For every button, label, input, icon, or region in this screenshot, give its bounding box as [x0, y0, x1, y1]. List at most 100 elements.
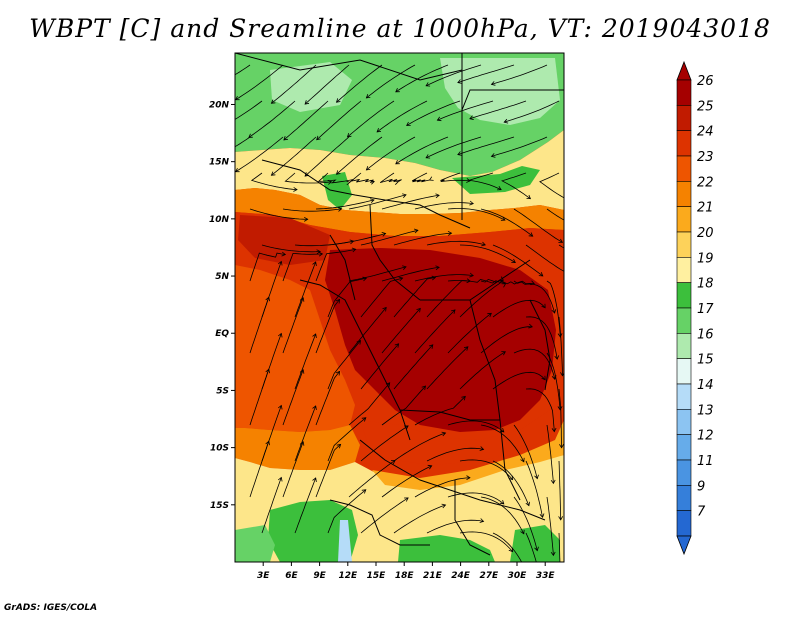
streamline	[480, 496, 525, 534]
streamline	[395, 136, 449, 165]
streamline	[414, 202, 474, 210]
colorbar-swatch	[676, 434, 692, 461]
streamline	[282, 252, 323, 282]
streamline-arrow	[312, 477, 317, 482]
streamline	[558, 316, 563, 376]
streamline-arrow	[540, 586, 544, 590]
streamline	[459, 244, 516, 263]
streamline-arrow	[265, 296, 270, 302]
streamline	[315, 371, 340, 426]
streamline-arrow	[503, 118, 509, 124]
streamline-arrow	[277, 404, 283, 410]
streamline-arrow	[235, 168, 240, 173]
streamline	[348, 460, 396, 498]
streamline	[504, 100, 560, 123]
credit-label: GrADS: IGES/COLA	[4, 603, 98, 613]
x-axis: 3E 6E 9E 12E 15E 18E 21E 24E 27E 30E 33E	[257, 562, 555, 581]
streamline-arrow	[557, 333, 563, 338]
streamline	[426, 519, 484, 534]
region-congo-basin	[325, 248, 556, 432]
streamline	[469, 100, 527, 120]
streamline-arrow	[525, 501, 530, 507]
streamline	[447, 420, 505, 433]
streamline-arrow	[299, 441, 305, 446]
streamline-arrow	[597, 230, 601, 234]
streamline	[294, 477, 317, 534]
streamline	[426, 280, 471, 318]
x-tick-label: 24E	[451, 571, 471, 581]
region-south-coast-green-2	[235, 525, 275, 562]
streamline-arrow	[398, 276, 404, 282]
streamline	[271, 64, 317, 104]
streamline-arrow	[431, 275, 437, 281]
colorbar-swatch	[676, 130, 692, 157]
colorbar-label: 12	[697, 429, 714, 444]
region-southern-orange	[372, 420, 564, 490]
streamline	[249, 441, 270, 498]
streamline	[249, 369, 270, 426]
streamline	[525, 316, 558, 360]
streamline	[348, 194, 407, 210]
streamline-arrow	[457, 79, 462, 84]
colorbar-label: 23	[697, 150, 714, 165]
y-tick-label: 15S	[210, 501, 229, 511]
streamline-arrow	[558, 516, 564, 521]
streamline-arrow	[370, 179, 375, 185]
streamline-arrow	[541, 303, 546, 309]
colorbar: 26 25 24 23 22 21 20 19 18 17 16 15 14 13 12 11 9 7	[676, 60, 714, 556]
streamline	[558, 460, 562, 520]
colorbar-swatch	[676, 206, 692, 233]
streamline-arrow	[312, 405, 317, 410]
streamline	[447, 208, 506, 221]
streamline	[468, 172, 502, 190]
streamline	[317, 172, 355, 184]
streamline	[282, 208, 342, 212]
streamline-arrow	[541, 375, 546, 381]
colorbar-label: 9	[697, 479, 705, 494]
streamline-arrow	[277, 476, 283, 482]
x-tick-label: 21E	[423, 571, 443, 581]
region-ocean-light	[338, 520, 352, 562]
colorbar-label: 18	[697, 277, 714, 292]
streamline-arrow	[520, 529, 525, 535]
streamline	[459, 459, 513, 480]
streamline	[381, 266, 440, 282]
y-tick-label: 20N	[209, 100, 230, 110]
streamline	[426, 346, 469, 390]
x-tick-label: 30E	[508, 571, 528, 581]
colorbar-swatch	[676, 510, 692, 537]
streamline	[349, 172, 375, 183]
colorbar-label: 11	[697, 454, 714, 469]
colorbar-swatch	[676, 79, 692, 106]
streamline-arrow	[551, 309, 557, 314]
x-tick-label: 6E	[285, 571, 298, 581]
streamline-arrow	[534, 474, 539, 480]
streamline	[261, 477, 282, 534]
colorbar-label: 19	[697, 251, 714, 266]
streamline	[414, 396, 466, 426]
streamline	[525, 244, 564, 272]
streamline	[491, 136, 548, 157]
streamline-arrow	[435, 193, 440, 199]
colorbar-label: 25	[697, 99, 714, 114]
streamline-arrow	[382, 306, 387, 312]
x-tick-label: 3E	[257, 571, 270, 581]
streamline-arrow	[369, 198, 375, 203]
streamline-arrow	[293, 187, 298, 192]
streamline	[376, 100, 428, 133]
streamline-arrow	[361, 489, 367, 494]
colorbar-label: 17	[697, 302, 714, 317]
streamline-arrow	[416, 307, 421, 313]
streamline-arrow	[550, 479, 556, 485]
streamline	[393, 344, 434, 390]
streamline	[327, 340, 361, 390]
streamline	[249, 252, 286, 282]
streamline-arrow	[270, 171, 276, 176]
region-sahel-green-spot	[452, 166, 540, 194]
streamline-arrow	[277, 332, 283, 338]
streamline-arrow	[427, 464, 433, 470]
streamline	[513, 424, 538, 479]
colorbar-swatch	[676, 105, 692, 131]
streamline-arrow	[554, 355, 560, 360]
region-south-coast-green	[268, 500, 358, 562]
